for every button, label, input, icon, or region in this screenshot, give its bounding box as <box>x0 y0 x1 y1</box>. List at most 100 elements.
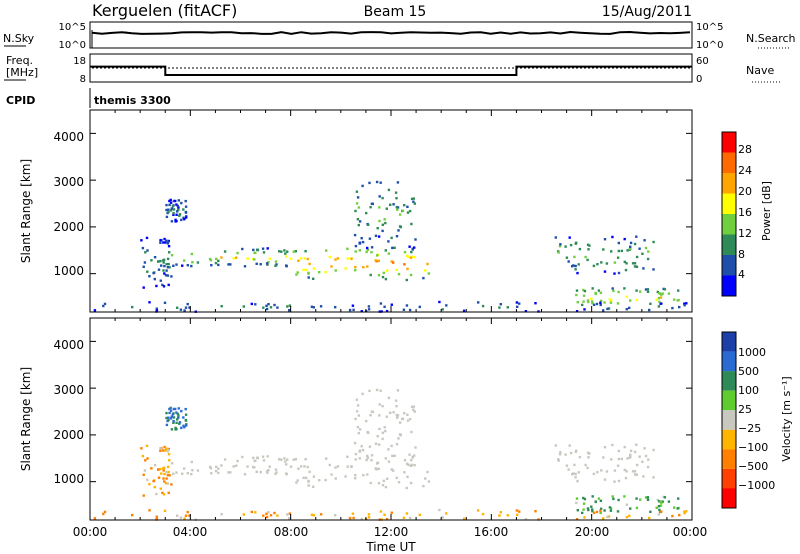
velocity-cell <box>406 419 410 422</box>
power-cell <box>172 264 175 267</box>
power-cell <box>590 297 593 300</box>
velocity-cell <box>165 411 168 415</box>
velocity-cell <box>611 443 614 447</box>
power-cell <box>413 202 416 205</box>
velocity-cell <box>220 464 223 467</box>
velocity-cell <box>635 463 639 467</box>
power-cell <box>179 308 183 311</box>
power-cell <box>183 259 186 262</box>
power-cell <box>171 205 175 208</box>
power-cell <box>368 237 372 240</box>
power-cell <box>334 258 337 261</box>
power-cell <box>586 258 589 262</box>
velocity-cell <box>646 465 650 469</box>
vel-cb-tick-m1000: −1000 <box>738 479 775 492</box>
power-cell <box>426 262 429 266</box>
power-cell <box>167 283 170 287</box>
velocity-cell <box>418 513 421 517</box>
velocity-cell <box>236 459 239 463</box>
power-cell <box>155 309 159 312</box>
velocity-cell <box>586 451 590 454</box>
power-cell <box>389 203 392 206</box>
power-cb-tick-8: 8 <box>738 248 745 261</box>
power-cell <box>395 268 398 272</box>
power-cell <box>160 264 163 267</box>
velocity-cell <box>625 516 628 519</box>
velocity-cell <box>408 516 412 520</box>
power-cell <box>367 308 371 311</box>
power-cell <box>591 302 594 305</box>
power-cell <box>312 267 316 270</box>
power-cell <box>390 303 393 306</box>
velocity-cell <box>395 476 398 480</box>
x-ticks <box>89 110 693 520</box>
velocity-cell <box>171 413 175 416</box>
velocity-cell <box>330 473 333 476</box>
power-cell <box>163 237 166 241</box>
velocity-cell <box>600 469 603 472</box>
freq-label: Freq. <box>6 54 33 67</box>
velocity-cell <box>265 470 269 473</box>
velocity-cell <box>255 470 258 473</box>
velocity-cell <box>328 463 331 467</box>
power-cell <box>610 250 613 253</box>
velocity-cell <box>409 464 413 467</box>
power-cell <box>402 308 406 311</box>
velocity-cell <box>587 456 590 459</box>
velocity-cell <box>377 467 380 470</box>
power-cell <box>209 259 213 262</box>
power-cell <box>410 197 414 201</box>
power-cell <box>481 304 485 308</box>
power-cell <box>462 309 466 312</box>
power-cell <box>399 225 402 229</box>
power-cell <box>167 262 170 266</box>
velocity-cell <box>571 473 574 476</box>
power-cell <box>232 257 235 260</box>
velocity-cell <box>559 451 562 454</box>
power-cell <box>390 260 393 263</box>
velocity-cell <box>378 403 381 406</box>
power-cell <box>357 206 361 209</box>
power-cell <box>358 242 362 245</box>
velocity-cell <box>613 469 617 472</box>
power-colorbar-swatch <box>722 193 736 214</box>
velocity-cell <box>635 473 638 476</box>
power-cell <box>599 303 602 307</box>
velocity-cell <box>140 447 143 450</box>
power-cell <box>639 290 642 293</box>
velocity-cell <box>172 420 175 423</box>
power-cell <box>142 286 145 289</box>
velocity-cell <box>162 469 165 472</box>
power-cell <box>385 309 389 313</box>
power-cell <box>250 302 253 306</box>
velocity-cell <box>383 513 386 516</box>
velocity-cell <box>410 405 414 409</box>
cpid-label: CPID <box>6 94 35 107</box>
velocity-cell <box>178 422 181 425</box>
power-cell <box>217 263 220 267</box>
velocity-cell <box>631 470 635 473</box>
velocity-cell <box>167 470 170 474</box>
power-cell <box>319 305 323 308</box>
power-cell <box>252 248 255 252</box>
power-cell <box>376 254 379 257</box>
power-cell <box>165 203 168 207</box>
velocity-cell <box>148 483 151 486</box>
power-cell <box>631 262 635 265</box>
velocity-cell <box>406 475 409 479</box>
power-cell <box>157 268 161 271</box>
power-cell <box>355 190 359 193</box>
velocity-cell <box>414 446 417 449</box>
power-panel <box>89 109 693 313</box>
power-cell <box>353 233 357 237</box>
velocity-cell <box>633 473 637 476</box>
power-cell <box>633 262 637 265</box>
velocity-cell <box>378 414 381 417</box>
velocity-cell <box>368 445 372 448</box>
velocity-cell <box>131 513 134 517</box>
power-cell <box>274 260 278 263</box>
power-cell <box>102 304 105 308</box>
power-cell <box>168 203 171 207</box>
power-cell <box>564 245 567 248</box>
power-cell <box>584 255 587 259</box>
